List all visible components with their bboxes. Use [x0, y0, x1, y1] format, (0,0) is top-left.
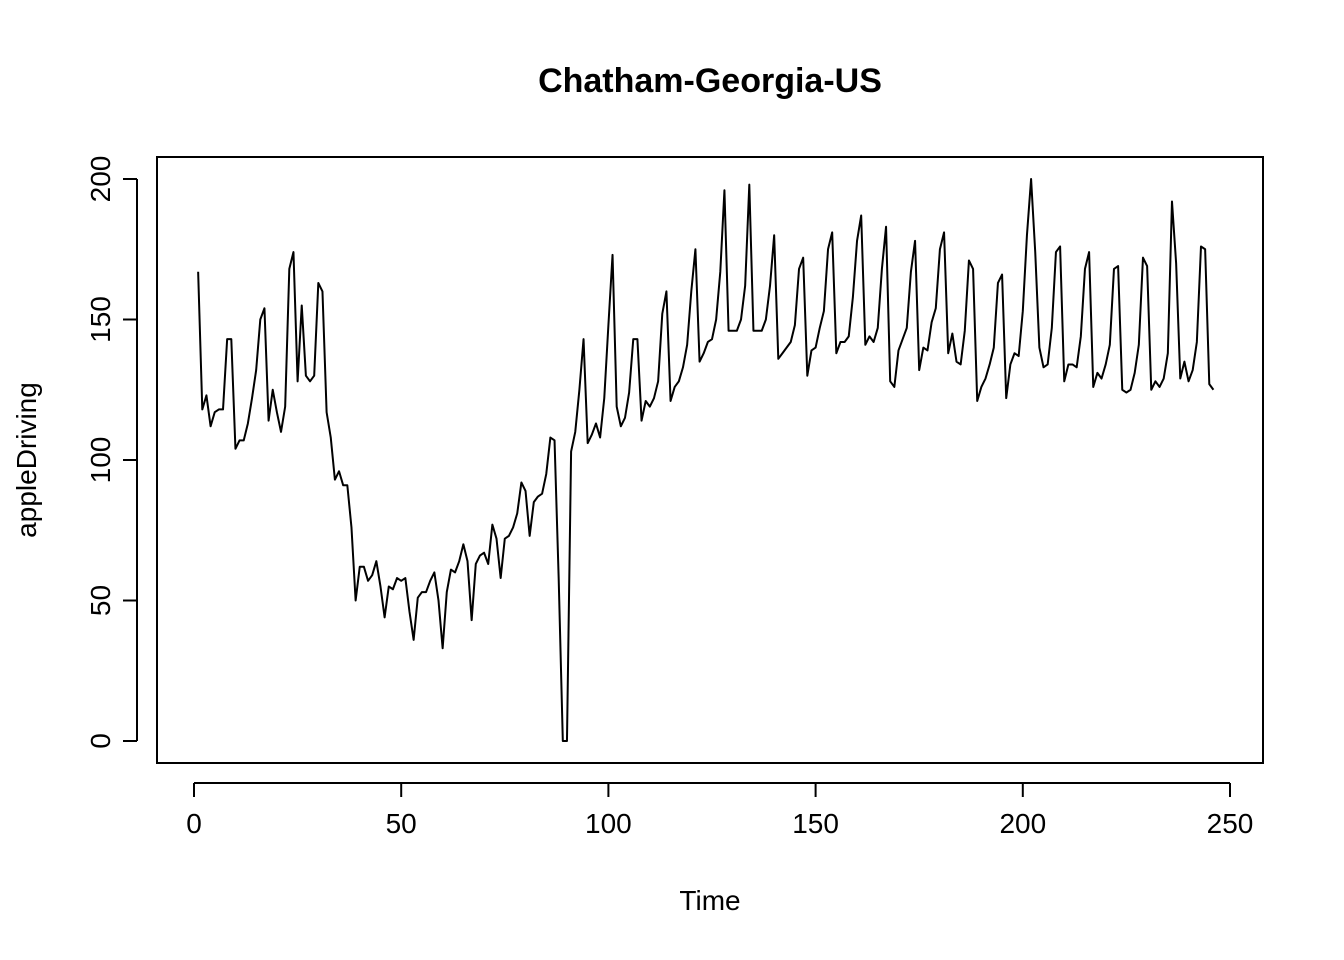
x-tick-label: 200: [999, 808, 1046, 839]
x-tick-label: 0: [186, 808, 202, 839]
x-axis: 0 50 100 150 200 250: [186, 782, 1254, 839]
y-tick-label: 50: [85, 585, 116, 616]
y-axis-label: appleDriving: [11, 382, 42, 538]
y-tick-label: 150: [85, 296, 116, 343]
plot-frame: [156, 156, 1264, 764]
y-tick-label: 200: [85, 156, 116, 203]
series-layer: [197, 178, 1215, 742]
y-tick-label: 0: [85, 733, 116, 749]
chart-title: Chatham-Georgia-US: [538, 62, 882, 100]
x-tick-label: 50: [386, 808, 417, 839]
x-tick-label: 100: [585, 808, 632, 839]
x-tick-label: 150: [792, 808, 839, 839]
series-line: [197, 178, 1215, 742]
y-axis: 0 50 100 150 200: [85, 156, 138, 749]
y-tick-label: 100: [85, 437, 116, 484]
x-tick-label: 250: [1207, 808, 1254, 839]
x-axis-label: Time: [679, 885, 740, 916]
